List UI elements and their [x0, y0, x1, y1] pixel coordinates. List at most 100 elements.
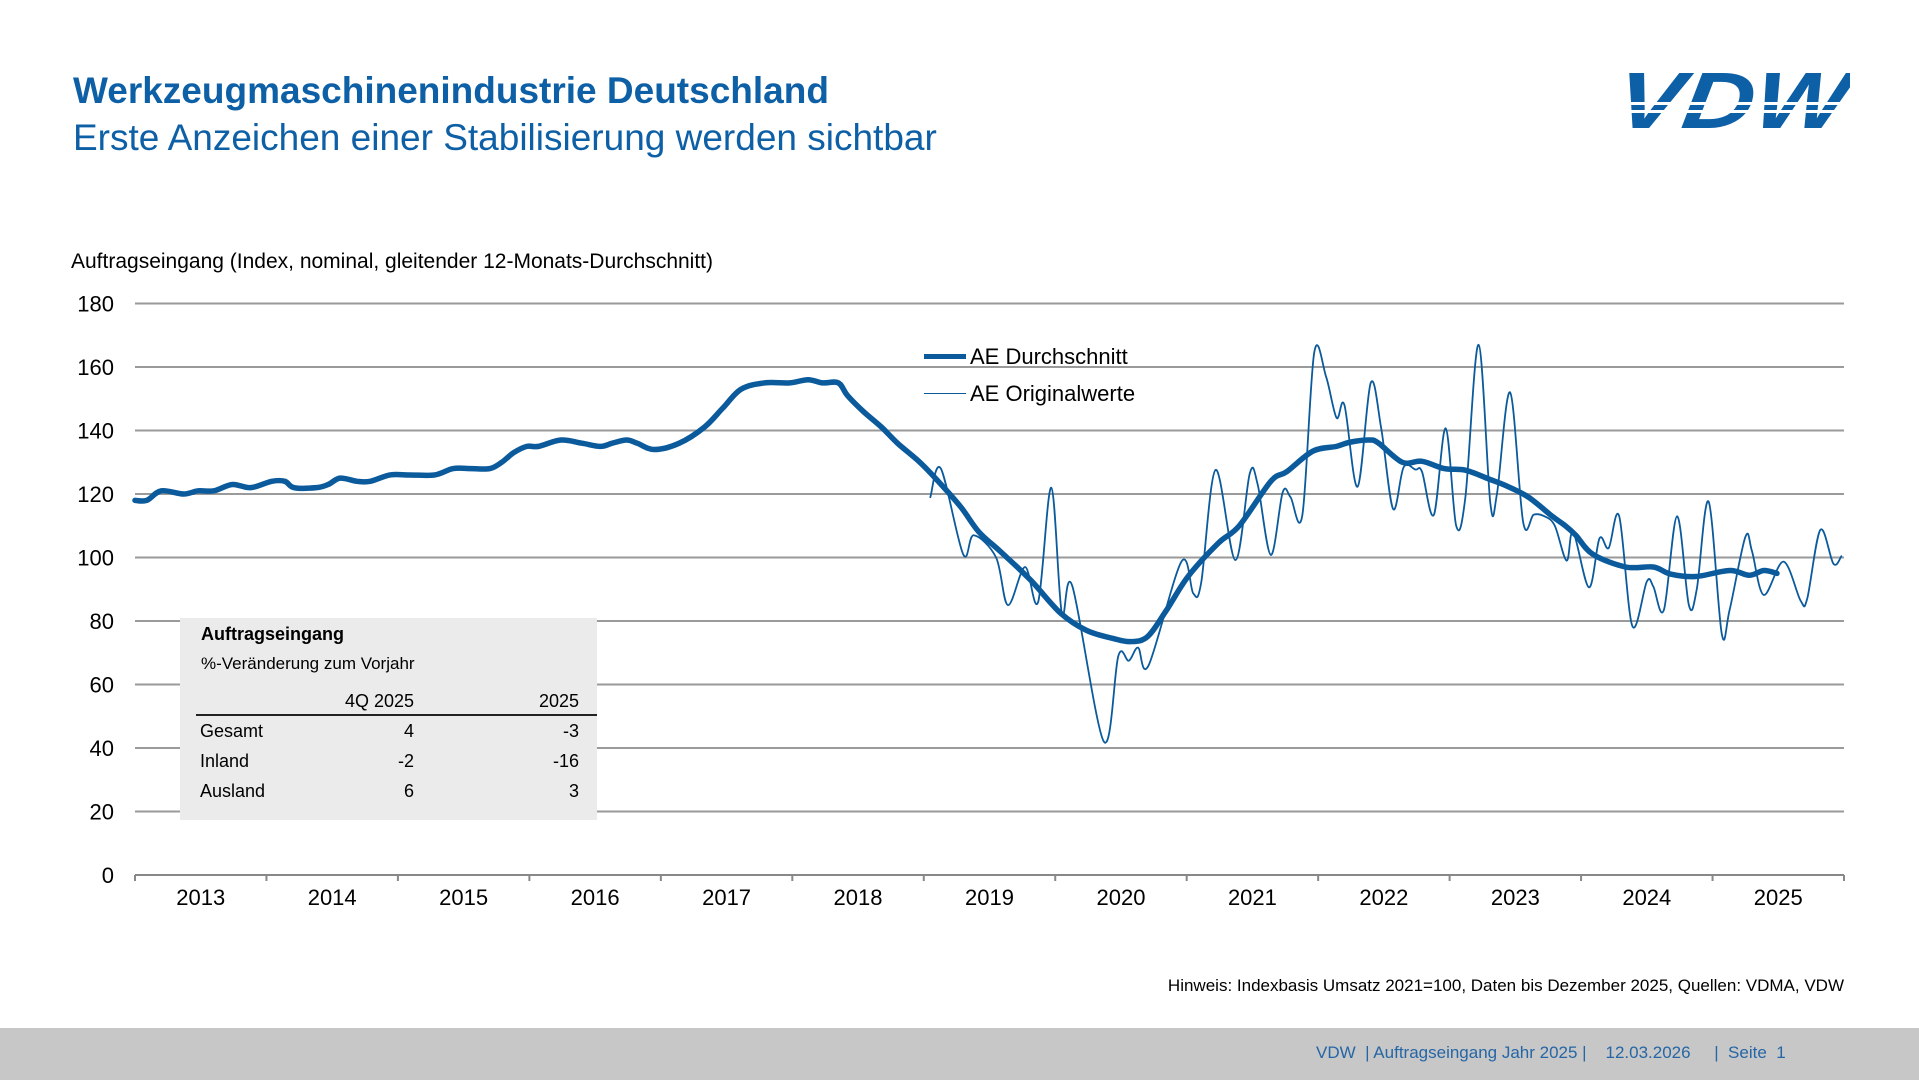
- data-point-average: [1112, 637, 1114, 639]
- data-point-average: [526, 445, 528, 447]
- x-tick-label: 2025: [1754, 885, 1803, 910]
- data-point-original: [1751, 550, 1753, 552]
- data-point-original: [1071, 585, 1073, 587]
- x-tick-label: 2017: [702, 885, 751, 910]
- data-point-original: [940, 468, 942, 470]
- column-header: 2025: [432, 690, 597, 716]
- data-point-original: [1763, 594, 1765, 596]
- source-note: Hinweis: Indexbasis Umsatz 2021=100, Dat…: [1167, 976, 1844, 995]
- data-point-original: [1421, 471, 1423, 473]
- data-point-average: [1505, 485, 1507, 487]
- data-point-average: [134, 499, 136, 501]
- data-point-average: [807, 379, 809, 381]
- data-point-average: [1421, 460, 1423, 462]
- data-point-original: [1445, 427, 1447, 429]
- row-label: Ausland: [200, 780, 266, 801]
- data-point-original: [1433, 514, 1435, 516]
- data-point-original: [1234, 559, 1236, 561]
- column-header: [196, 690, 314, 716]
- data-point-average: [471, 468, 473, 470]
- data-point-original: [1180, 561, 1182, 563]
- page-subtitle: Erste Anzeichen einer Stabilisierung wer…: [73, 117, 937, 158]
- series-line-average: [132, 376, 1780, 645]
- data-point-original: [1688, 604, 1690, 606]
- data-point-average: [764, 382, 766, 384]
- cell: -2: [397, 750, 414, 771]
- x-tick-label: 2013: [176, 885, 225, 910]
- cell: 3: [568, 780, 579, 801]
- data-point-original: [1192, 592, 1194, 594]
- data-point-original: [1598, 537, 1600, 539]
- data-point-average: [1776, 572, 1778, 574]
- data-point-original: [929, 496, 931, 498]
- x-tick-label: 2015: [439, 885, 488, 910]
- data-point-average: [919, 461, 921, 463]
- data-point-original: [1325, 376, 1327, 378]
- data-point-average: [1165, 610, 1167, 612]
- data-point-average: [1378, 442, 1380, 444]
- info-table-box: Auftragseingang %-Veränderung zum Vorjah…: [180, 618, 597, 820]
- row-label: Gesamt: [200, 720, 264, 741]
- data-point-original: [1783, 561, 1785, 563]
- data-point-average: [653, 449, 655, 451]
- data-point-average: [1059, 612, 1061, 614]
- data-point-average: [1336, 445, 1338, 447]
- data-point-original: [1543, 515, 1545, 517]
- data-point-original: [1343, 404, 1345, 406]
- data-point-original: [1729, 609, 1731, 611]
- series-line-original: [929, 343, 1843, 744]
- data-point-average: [1368, 439, 1370, 441]
- data-point-original: [1800, 600, 1802, 602]
- data-point-average: [452, 468, 454, 470]
- data-point-average: [1129, 641, 1131, 643]
- data-point-average: [513, 452, 515, 454]
- data-point-average: [271, 480, 273, 482]
- x-tick-label: 2020: [1096, 885, 1145, 910]
- data-point-average: [1694, 576, 1696, 578]
- data-point-original: [1744, 536, 1746, 538]
- data-point-average: [789, 382, 791, 384]
- data-point-original: [1024, 566, 1026, 568]
- y-tick-label: 60: [90, 673, 114, 698]
- data-point-average: [1187, 576, 1189, 578]
- legend-item-original: AE Originalwerte: [924, 375, 1135, 412]
- data-point-original: [1392, 508, 1394, 510]
- data-point-original: [1403, 466, 1405, 468]
- data-point-original: [1282, 491, 1284, 493]
- data-point-average: [1029, 579, 1031, 581]
- y-tick-label: 40: [90, 736, 114, 761]
- data-point-average: [1238, 525, 1240, 527]
- data-point-average: [611, 442, 613, 444]
- data-point-original: [1050, 487, 1052, 489]
- legend-swatch-thin: [924, 392, 966, 395]
- data-point-original: [962, 553, 964, 555]
- y-tick-label: 80: [90, 609, 114, 634]
- data-point-original: [1554, 525, 1556, 527]
- data-point-original: [1215, 469, 1217, 471]
- data-point-original: [1357, 486, 1359, 488]
- data-point-original: [1007, 604, 1009, 606]
- data-point-original: [1566, 560, 1568, 562]
- info-table: 4Q 2025 2025 Gesamt 4 -3 Inland -2 -16 Ausla…: [196, 690, 597, 806]
- x-tick-label: 2014: [308, 885, 357, 910]
- data-point-original: [1117, 655, 1119, 657]
- data-point-average: [1748, 574, 1750, 576]
- table-header-row: 4Q 2025 2025: [196, 690, 597, 716]
- data-point-average: [1086, 630, 1088, 632]
- data-point-original: [1301, 514, 1303, 516]
- data-point-average: [160, 490, 162, 492]
- data-point-average: [409, 474, 411, 476]
- data-point-original: [1290, 496, 1292, 498]
- data-point-original: [1249, 472, 1251, 474]
- data-point-average: [1270, 480, 1272, 482]
- data-point-original: [1708, 501, 1710, 503]
- order-intake-chart: 0 20 40 60 80 100 120 140 160 180 2013 2014 2015 2016…: [77, 292, 1845, 910]
- data-point-average: [327, 483, 329, 485]
- data-point-average: [703, 426, 705, 428]
- data-point-original: [1608, 547, 1610, 549]
- x-tick-label: 2024: [1622, 885, 1671, 910]
- data-point-original: [1128, 660, 1130, 662]
- data-point-average: [1592, 553, 1594, 555]
- data-point-average: [740, 388, 742, 390]
- data-point-original: [1489, 503, 1491, 505]
